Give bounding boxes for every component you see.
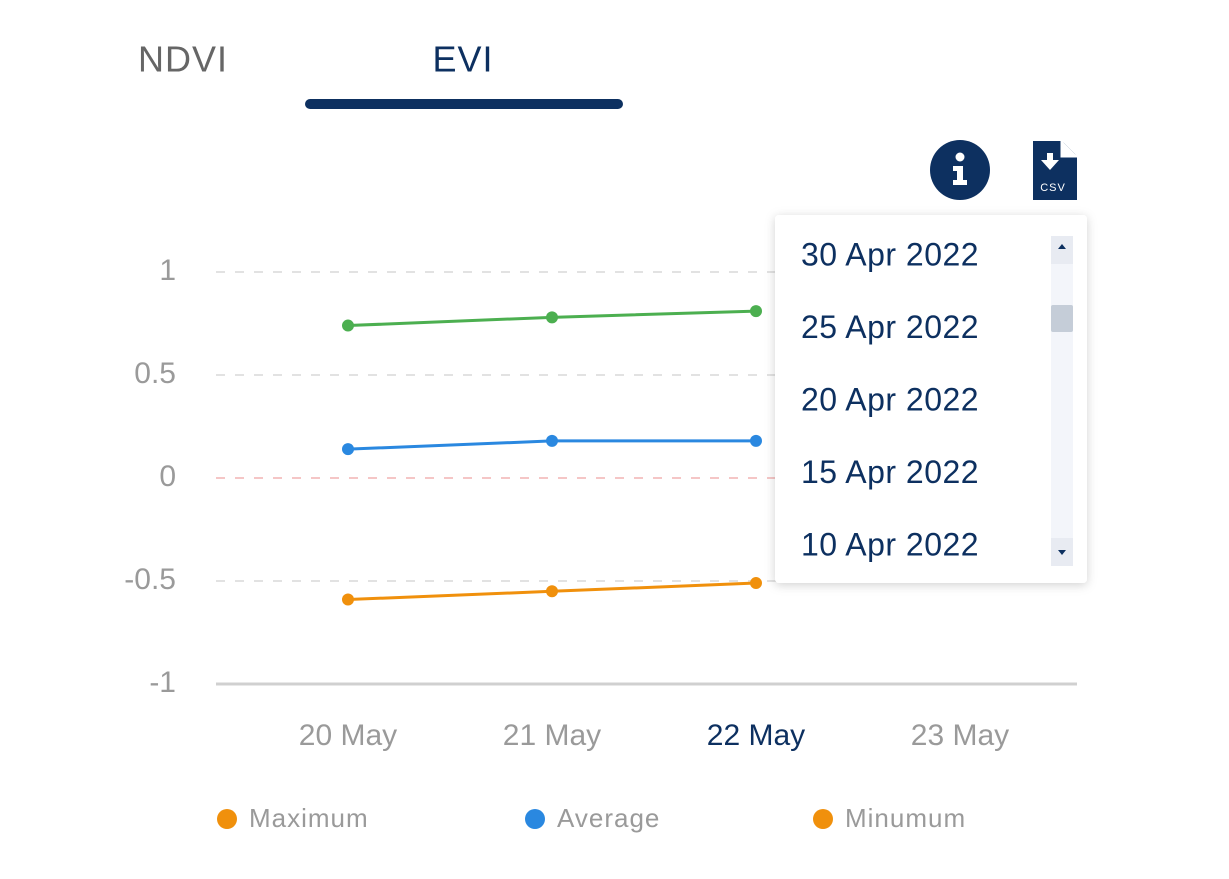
x-tick-label[interactable]: 22 May bbox=[707, 719, 805, 752]
dropdown-item[interactable]: 30 Apr 2022 bbox=[801, 236, 979, 272]
x-tick-label[interactable]: 21 May bbox=[503, 719, 601, 752]
info-button[interactable] bbox=[930, 140, 990, 200]
tab[interactable]: EVI bbox=[432, 39, 493, 80]
csv-arrow bbox=[1041, 153, 1059, 170]
info-dot bbox=[955, 152, 965, 162]
legend-label: Maximum bbox=[249, 803, 369, 833]
data-point bbox=[750, 577, 762, 590]
scroll-up-arrow bbox=[1058, 244, 1066, 249]
dropdown-panel bbox=[775, 215, 1087, 583]
csv-button[interactable]: CSV bbox=[1033, 141, 1077, 200]
legend-dot bbox=[525, 809, 545, 829]
tab[interactable]: NDVI bbox=[138, 39, 228, 80]
legend-label: Average bbox=[557, 803, 660, 833]
data-point bbox=[546, 311, 558, 324]
data-point bbox=[750, 434, 762, 447]
y-tick-label: -0.5 bbox=[124, 563, 176, 596]
info-stem bbox=[953, 166, 967, 185]
dropdown-item[interactable]: 15 Apr 2022 bbox=[801, 454, 979, 490]
data-point bbox=[750, 305, 762, 318]
dropdown-item[interactable]: 25 Apr 2022 bbox=[801, 309, 979, 345]
scroll-track bbox=[1051, 236, 1073, 566]
csv-label: CSV bbox=[1040, 182, 1066, 194]
y-tick-label: 1 bbox=[159, 254, 176, 287]
dropdown-item[interactable]: 10 Apr 2022 bbox=[801, 526, 979, 562]
scroll-thumb[interactable] bbox=[1051, 305, 1073, 332]
legend-label: Minumum bbox=[845, 803, 966, 833]
legend-dot bbox=[217, 809, 237, 829]
x-tick-label[interactable]: 23 May bbox=[911, 719, 1009, 752]
y-tick-label: 0.5 bbox=[134, 357, 176, 390]
data-point bbox=[342, 593, 354, 606]
data-point bbox=[342, 319, 354, 332]
data-point bbox=[546, 434, 558, 447]
x-tick-label[interactable]: 20 May bbox=[299, 719, 397, 752]
date-dropdown: 30 Apr 2022 25 Apr 2022 20 Apr 2022 15 Apr … bbox=[775, 215, 1087, 583]
scroll-down-arrow bbox=[1058, 550, 1066, 555]
csv-fold bbox=[1060, 141, 1077, 158]
chart: 1 0.5 0 -0.5 -1 20 May 21 May 22 May 23 May Maxim… bbox=[124, 254, 1077, 833]
y-tick-label: 0 bbox=[159, 460, 176, 493]
y-tick-label: -1 bbox=[149, 666, 176, 699]
data-point bbox=[342, 443, 354, 456]
legend-dot bbox=[813, 809, 833, 829]
data-point bbox=[546, 585, 558, 598]
dropdown-item[interactable]: 20 Apr 2022 bbox=[801, 381, 979, 417]
scroll-up[interactable] bbox=[1051, 236, 1073, 264]
tab-bar: NDVI EVI bbox=[138, 39, 623, 109]
